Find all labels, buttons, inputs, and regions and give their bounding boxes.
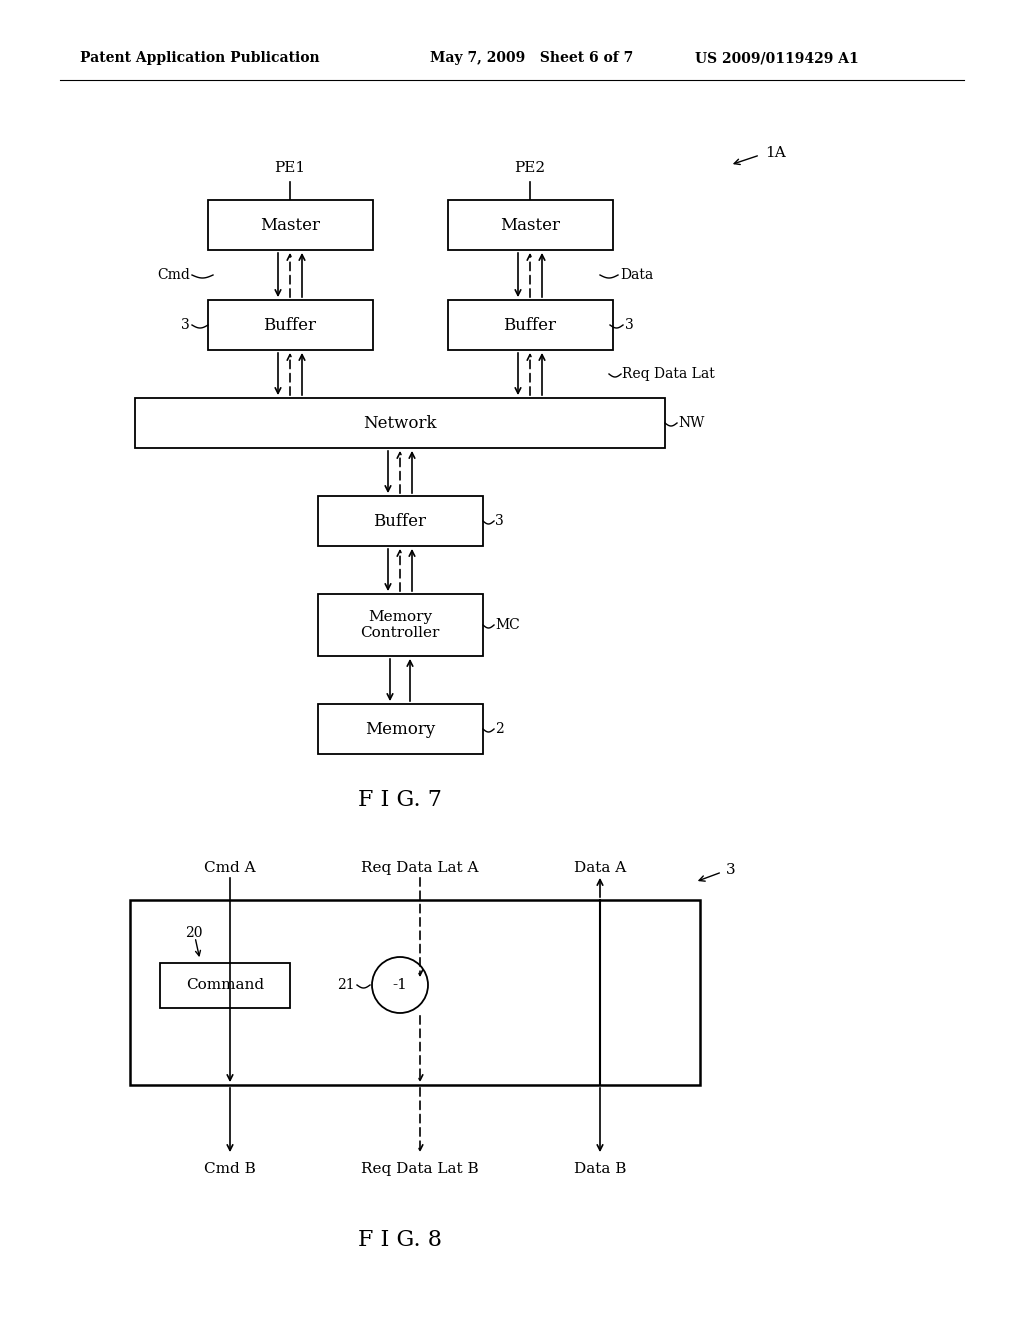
Bar (160, 962, 290, 1007)
Text: Data A: Data A (573, 861, 626, 875)
Text: 3: 3 (495, 513, 504, 528)
Text: 21: 21 (337, 978, 355, 993)
Text: F I G. 7: F I G. 7 (358, 789, 442, 810)
Text: Req Data Lat: Req Data Lat (622, 367, 715, 381)
Bar (208, 300, 373, 350)
Text: 2: 2 (495, 722, 504, 737)
Text: MC: MC (495, 618, 520, 632)
Text: Memory
Controller: Memory Controller (360, 610, 439, 640)
Text: Data: Data (620, 268, 653, 282)
Text: Master: Master (260, 216, 319, 234)
Text: Network: Network (364, 414, 437, 432)
Text: Buffer: Buffer (374, 512, 427, 529)
Text: Cmd B: Cmd B (204, 1162, 256, 1176)
Bar (447, 201, 612, 249)
Text: Cmd A: Cmd A (204, 861, 256, 875)
Bar (317, 704, 482, 754)
Text: Data B: Data B (573, 1162, 627, 1176)
Text: Memory: Memory (365, 721, 435, 738)
Text: PE2: PE2 (514, 161, 546, 176)
Bar (317, 594, 482, 656)
Text: Command: Command (186, 978, 264, 993)
Bar (447, 300, 612, 350)
Text: F I G. 8: F I G. 8 (358, 1229, 442, 1251)
Text: Buffer: Buffer (504, 317, 556, 334)
Text: Req Data Lat B: Req Data Lat B (361, 1162, 479, 1176)
Bar (135, 399, 665, 447)
Text: Master: Master (500, 216, 560, 234)
Text: US 2009/0119429 A1: US 2009/0119429 A1 (695, 51, 859, 65)
Text: NW: NW (678, 416, 705, 430)
Bar (208, 201, 373, 249)
Text: 1A: 1A (765, 147, 785, 160)
Text: Buffer: Buffer (263, 317, 316, 334)
Text: 3: 3 (726, 863, 735, 876)
Bar (130, 900, 700, 1085)
Circle shape (372, 957, 428, 1012)
Bar (317, 496, 482, 546)
Text: 3: 3 (625, 318, 634, 333)
Text: PE1: PE1 (274, 161, 305, 176)
Text: Patent Application Publication: Patent Application Publication (80, 51, 319, 65)
Text: -1: -1 (392, 978, 408, 993)
Text: 3: 3 (181, 318, 190, 333)
Text: May 7, 2009   Sheet 6 of 7: May 7, 2009 Sheet 6 of 7 (430, 51, 633, 65)
Text: Cmd: Cmd (157, 268, 190, 282)
Text: 20: 20 (185, 927, 203, 940)
Text: Req Data Lat A: Req Data Lat A (361, 861, 479, 875)
